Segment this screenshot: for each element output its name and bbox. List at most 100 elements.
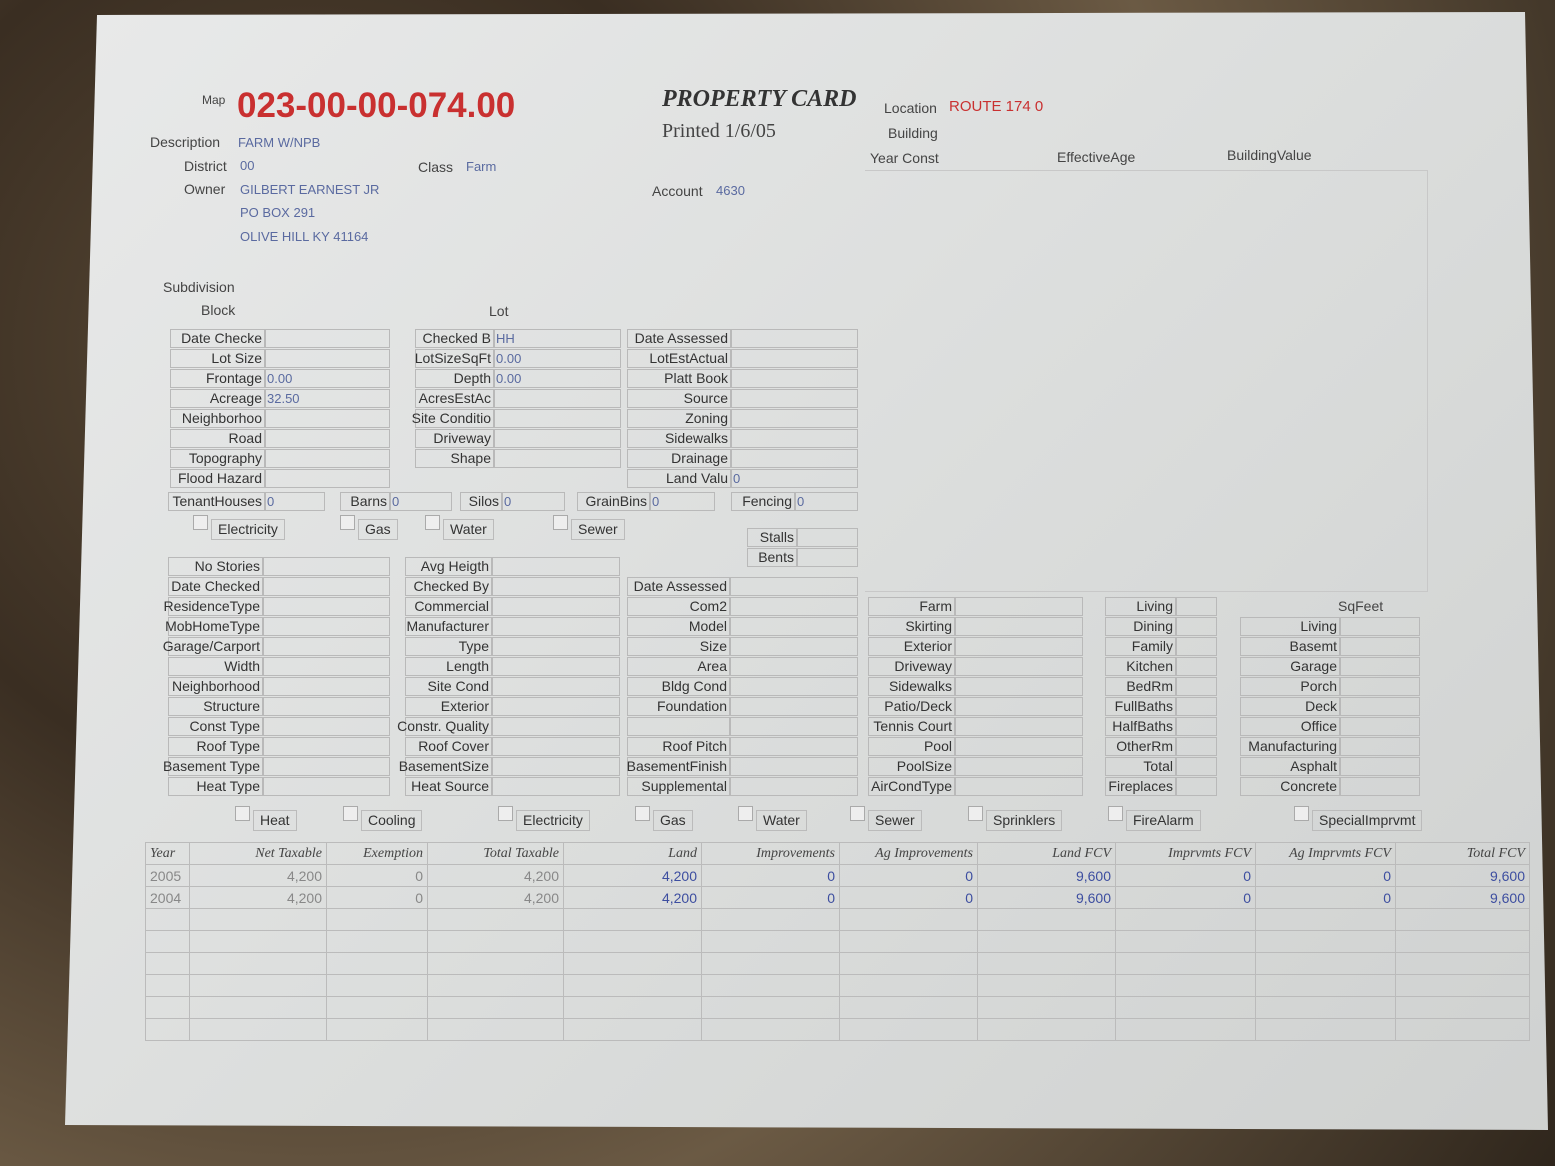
- field-input[interactable]: [730, 597, 858, 616]
- field-input[interactable]: [265, 469, 390, 488]
- field-input[interactable]: [492, 717, 620, 736]
- field-input[interactable]: [730, 677, 858, 696]
- field-input[interactable]: [265, 369, 390, 388]
- field-input[interactable]: [1176, 637, 1217, 656]
- field-input[interactable]: [265, 409, 390, 428]
- field-input[interactable]: [731, 469, 858, 488]
- field-input[interactable]: [492, 657, 620, 676]
- field-input[interactable]: [492, 557, 620, 576]
- field-input[interactable]: [492, 697, 620, 716]
- field-input[interactable]: [263, 677, 390, 696]
- field-input[interactable]: [730, 577, 858, 596]
- field-input[interactable]: [263, 577, 390, 596]
- field-input[interactable]: [494, 369, 621, 388]
- checkbox-sprinklers[interactable]: [968, 806, 983, 821]
- field-input[interactable]: [730, 717, 858, 736]
- field-input[interactable]: [1176, 617, 1217, 636]
- field-input[interactable]: [955, 737, 1083, 756]
- checkbox-sewer[interactable]: [553, 515, 568, 530]
- field-input[interactable]: [1340, 777, 1420, 796]
- field-input[interactable]: [955, 717, 1083, 736]
- field-input[interactable]: [492, 737, 620, 756]
- field-input[interactable]: [492, 617, 620, 636]
- field-input[interactable]: [955, 697, 1083, 716]
- field-input[interactable]: [494, 409, 621, 428]
- field-input[interactable]: [795, 492, 858, 511]
- checkbox-water[interactable]: [425, 515, 440, 530]
- field-input[interactable]: [1340, 717, 1420, 736]
- field-input[interactable]: [731, 369, 858, 388]
- field-input[interactable]: [265, 389, 390, 408]
- field-input[interactable]: [390, 492, 452, 511]
- checkbox-water[interactable]: [738, 806, 753, 821]
- field-input[interactable]: [263, 657, 390, 676]
- checkbox-electricity[interactable]: [193, 515, 208, 530]
- field-input[interactable]: [263, 637, 390, 656]
- field-input[interactable]: [492, 597, 620, 616]
- field-input[interactable]: [1340, 737, 1420, 756]
- field-input[interactable]: [1176, 777, 1217, 796]
- field-input[interactable]: [1340, 657, 1420, 676]
- field-input[interactable]: [263, 737, 390, 756]
- field-input[interactable]: [955, 757, 1083, 776]
- field-input[interactable]: [494, 349, 621, 368]
- field-input[interactable]: [494, 329, 621, 348]
- checkbox-cooling[interactable]: [343, 806, 358, 821]
- field-input[interactable]: [492, 637, 620, 656]
- field-input[interactable]: [265, 429, 390, 448]
- field-input[interactable]: [1176, 717, 1217, 736]
- checkbox-gas[interactable]: [340, 515, 355, 530]
- field-input[interactable]: [730, 757, 858, 776]
- field-input[interactable]: [265, 492, 325, 511]
- checkbox-heat[interactable]: [235, 806, 250, 821]
- field-input[interactable]: [265, 449, 390, 468]
- field-input[interactable]: [263, 717, 390, 736]
- checkbox-electricity[interactable]: [498, 806, 513, 821]
- field-input[interactable]: [263, 597, 390, 616]
- field-input[interactable]: [494, 389, 621, 408]
- field-input[interactable]: [731, 429, 858, 448]
- field-input[interactable]: [263, 617, 390, 636]
- field-input[interactable]: [955, 777, 1083, 796]
- field-input[interactable]: [955, 637, 1083, 656]
- field-input[interactable]: [1340, 677, 1420, 696]
- field-input[interactable]: [492, 777, 620, 796]
- field-input[interactable]: [1176, 697, 1217, 716]
- field-input[interactable]: [263, 557, 390, 576]
- field-input[interactable]: [1340, 617, 1420, 636]
- field-input[interactable]: [1340, 757, 1420, 776]
- field-input[interactable]: [1176, 677, 1217, 696]
- field-input[interactable]: [730, 777, 858, 796]
- field-input[interactable]: [797, 548, 858, 567]
- field-input[interactable]: [1176, 657, 1217, 676]
- field-input[interactable]: [955, 657, 1083, 676]
- field-input[interactable]: [731, 349, 858, 368]
- field-input[interactable]: [494, 429, 621, 448]
- field-input[interactable]: [650, 492, 715, 511]
- field-input[interactable]: [492, 757, 620, 776]
- checkbox-gas[interactable]: [635, 806, 650, 821]
- field-input[interactable]: [265, 349, 390, 368]
- field-input[interactable]: [731, 329, 858, 348]
- field-input[interactable]: [955, 597, 1083, 616]
- field-input[interactable]: [263, 757, 390, 776]
- field-input[interactable]: [730, 657, 858, 676]
- field-input[interactable]: [730, 637, 858, 656]
- field-input[interactable]: [1340, 697, 1420, 716]
- checkbox-sewer[interactable]: [850, 806, 865, 821]
- checkbox-specialimprvmt[interactable]: [1294, 806, 1309, 821]
- field-input[interactable]: [731, 449, 858, 468]
- field-input[interactable]: [502, 492, 565, 511]
- field-input[interactable]: [955, 617, 1083, 636]
- field-input[interactable]: [1340, 637, 1420, 656]
- field-input[interactable]: [492, 677, 620, 696]
- field-input[interactable]: [730, 697, 858, 716]
- field-input[interactable]: [263, 697, 390, 716]
- field-input[interactable]: [1176, 737, 1217, 756]
- field-input[interactable]: [1176, 597, 1217, 616]
- checkbox-firealarm[interactable]: [1108, 806, 1123, 821]
- field-input[interactable]: [1176, 757, 1217, 776]
- field-input[interactable]: [263, 777, 390, 796]
- field-input[interactable]: [731, 389, 858, 408]
- field-input[interactable]: [731, 409, 858, 428]
